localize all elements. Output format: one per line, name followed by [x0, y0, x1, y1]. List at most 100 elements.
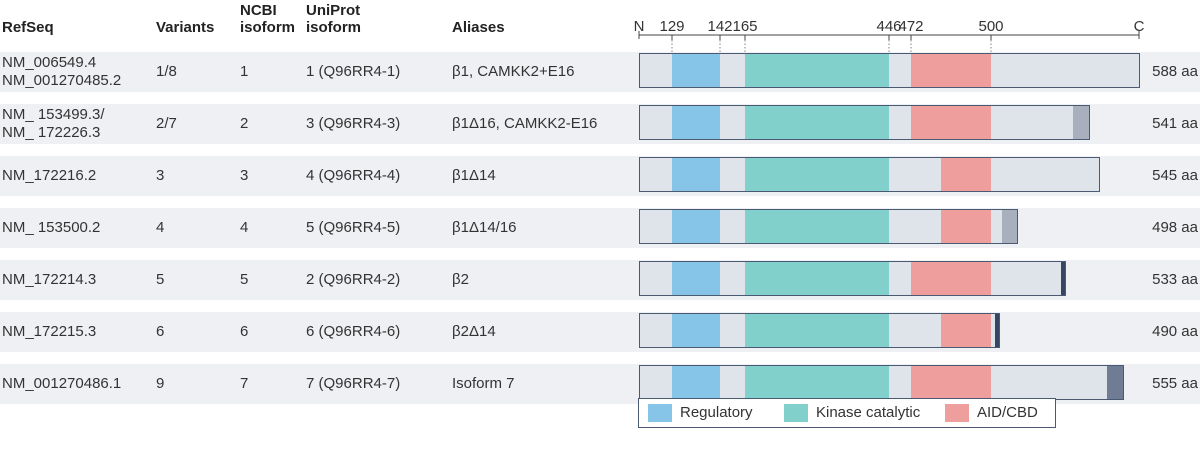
axis-tick-label: 446 — [876, 18, 901, 35]
refseq-line: NM_ 153499.3/ — [2, 106, 105, 123]
ncbi-isoform-cell: 4 — [240, 219, 249, 236]
uniprot-isoform-cell: 7 (Q96RR4-7) — [306, 375, 401, 392]
legend-label-aid-cbd: AID/CBD — [977, 404, 1038, 421]
uniprot-isoform-cell: 3 (Q96RR4-3) — [306, 115, 401, 132]
ncbi-isoform-cell: 6 — [240, 323, 249, 340]
c-terminal-tail — [1002, 209, 1018, 244]
refseq-line: NM_006549.4 — [2, 54, 97, 71]
kinase-catalytic-domain — [745, 261, 889, 296]
uniprot-isoform-cell: 6 (Q96RR4-6) — [306, 323, 401, 340]
c-terminal-tail — [995, 313, 1000, 348]
refseq-line: NM_172214.3 — [2, 271, 97, 288]
kinase-catalytic-domain — [745, 365, 889, 400]
axis-tick-label: 129 — [659, 18, 684, 35]
bar-outline — [639, 209, 1018, 244]
legend-item-regulatory: Regulatory — [648, 404, 753, 422]
kinase-catalytic-domain — [745, 313, 889, 348]
axis-tick-label: 472 — [898, 18, 923, 35]
refseq-cell: NM_172214.3 — [2, 271, 96, 289]
c-terminus-label: C — [1134, 18, 1145, 35]
header-ncbi-line2: isoform — [240, 19, 296, 36]
kinase-catalytic-domain — [745, 209, 889, 244]
bar-outline — [639, 53, 1140, 88]
bar-outline — [639, 313, 1000, 348]
alias-cell: β1, CAMKK2+E16 — [452, 63, 575, 80]
isoform-bar — [639, 105, 1090, 140]
kinase-catalytic-domain — [745, 157, 889, 192]
ncbi-isoform-cell: 5 — [240, 271, 249, 288]
length-label: 498 aa — [1152, 219, 1198, 236]
legend-swatch-aid-cbd — [945, 404, 969, 422]
uniprot-isoform-cell: 5 (Q96RR4-5) — [306, 219, 401, 236]
isoform-bar — [639, 157, 1100, 192]
refseq-cell: NM_ 153499.3/NM_ 172226.3 — [2, 106, 105, 142]
refseq-line: NM_172215.3 — [2, 323, 97, 340]
refseq-cell: NM_ 153500.2 — [2, 219, 100, 237]
alias-cell: β1Δ14 — [452, 167, 496, 184]
alias-cell: β1Δ14/16 — [452, 219, 517, 236]
variants-cell: 9 — [156, 375, 165, 392]
aid-cbd-domain — [911, 261, 991, 296]
header-uniprot-line1: UniProt — [306, 2, 361, 19]
header-aliases: Aliases — [452, 19, 505, 36]
length-label: 533 aa — [1152, 271, 1198, 288]
regulatory-domain — [672, 365, 720, 400]
c-terminal-tail — [1073, 105, 1090, 140]
refseq-line: NM_ 153500.2 — [2, 219, 101, 236]
axis-tick-label: 500 — [978, 18, 1003, 35]
uniprot-isoform-cell: 4 (Q96RR4-4) — [306, 167, 401, 184]
refseq-cell: NM_172215.3 — [2, 323, 96, 341]
aid-cbd-domain — [911, 365, 991, 400]
kinase-catalytic-domain — [745, 53, 889, 88]
length-label: 490 aa — [1152, 323, 1198, 340]
legend-label-regulatory: Regulatory — [680, 404, 753, 421]
regulatory-domain — [672, 261, 720, 296]
axis-tick-label: 165 — [732, 18, 757, 35]
aid-cbd-domain — [941, 313, 991, 348]
header-variants: Variants — [156, 19, 215, 36]
legend-label-kinase-catalytic: Kinase catalytic — [816, 404, 921, 421]
header-ncbi-line1: NCBI — [240, 2, 277, 19]
header-refseq: RefSeq — [2, 19, 54, 36]
refseq-line: NM_ 172226.3 — [2, 124, 101, 141]
alias-cell: β2 — [452, 271, 469, 288]
isoform-bar — [639, 209, 1018, 244]
legend: Regulatory Kinase catalytic AID/CBD — [638, 398, 1056, 428]
regulatory-domain — [672, 209, 720, 244]
legend-item-kinase-catalytic: Kinase catalytic — [784, 404, 920, 422]
regulatory-domain — [672, 157, 720, 192]
alias-cell: β2Δ14 — [452, 323, 496, 340]
refseq-line: NM_001270485.2 — [2, 72, 122, 89]
legend-swatch-kinase-catalytic — [784, 404, 808, 422]
aid-cbd-domain — [911, 53, 991, 88]
bar-outline — [639, 105, 1090, 140]
variants-cell: 3 — [156, 167, 165, 184]
bar-outline — [639, 261, 1066, 296]
alias-cell: Isoform 7 — [452, 375, 515, 392]
ncbi-isoform-cell: 2 — [240, 115, 249, 132]
bar-background — [639, 53, 1140, 88]
bar-outline — [639, 157, 1100, 192]
isoform-bar — [639, 53, 1140, 88]
uniprot-isoform-cell: 2 (Q96RR4-2) — [306, 271, 401, 288]
variants-cell: 6 — [156, 323, 165, 340]
length-label: 555 aa — [1152, 375, 1198, 392]
regulatory-domain — [672, 53, 720, 88]
alias-cell: β1Δ16, CAMKK2-E16 — [452, 115, 598, 132]
isoform-bar — [639, 313, 1000, 348]
kinase-catalytic-domain — [745, 105, 889, 140]
n-terminus-label: N — [634, 18, 645, 35]
aid-cbd-domain — [941, 209, 991, 244]
refseq-cell: NM_172216.2 — [2, 167, 96, 185]
ncbi-isoform-cell: 1 — [240, 63, 249, 80]
length-label: 545 aa — [1152, 167, 1198, 184]
c-terminal-tail — [1061, 261, 1066, 296]
refseq-cell: NM_001270486.1 — [2, 375, 121, 393]
bars-layer — [639, 53, 1140, 400]
variants-cell: 4 — [156, 219, 165, 236]
regulatory-domain — [672, 105, 720, 140]
refseq-cell: NM_006549.4 NM_001270485.2 — [2, 54, 121, 90]
legend-item-aid-cbd: AID/CBD — [945, 404, 1038, 422]
